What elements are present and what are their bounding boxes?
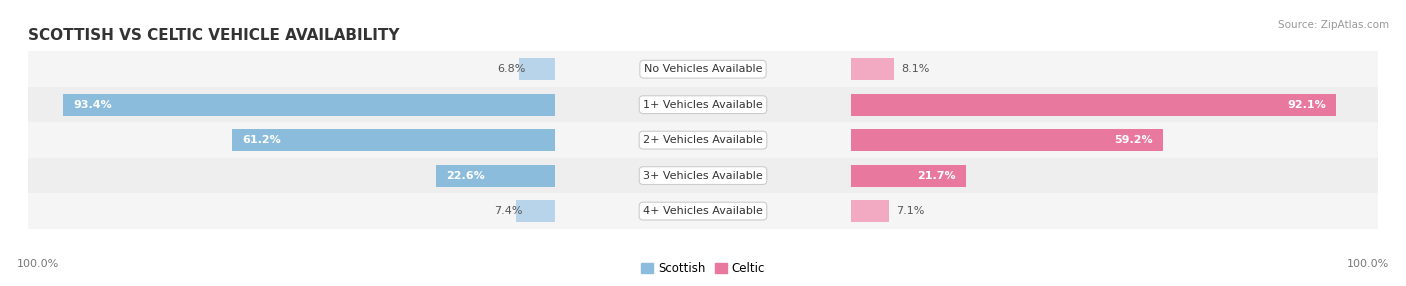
- Bar: [852, 94, 1336, 116]
- Text: Source: ZipAtlas.com: Source: ZipAtlas.com: [1278, 20, 1389, 30]
- Bar: [852, 58, 894, 80]
- Bar: [852, 129, 1163, 151]
- Text: 6.8%: 6.8%: [498, 64, 526, 74]
- Bar: [28, 122, 1378, 158]
- Bar: [436, 165, 554, 186]
- Text: 1+ Vehicles Available: 1+ Vehicles Available: [643, 100, 763, 110]
- Bar: [28, 193, 1378, 229]
- Text: 4+ Vehicles Available: 4+ Vehicles Available: [643, 206, 763, 216]
- Text: 21.7%: 21.7%: [917, 171, 956, 180]
- Text: No Vehicles Available: No Vehicles Available: [644, 64, 762, 74]
- Bar: [232, 129, 554, 151]
- Text: 22.6%: 22.6%: [446, 171, 485, 180]
- Text: 8.1%: 8.1%: [901, 64, 929, 74]
- Bar: [516, 200, 554, 222]
- Text: 3+ Vehicles Available: 3+ Vehicles Available: [643, 171, 763, 180]
- Bar: [852, 200, 889, 222]
- Bar: [519, 58, 554, 80]
- Text: 59.2%: 59.2%: [1115, 135, 1153, 145]
- Bar: [28, 51, 1378, 87]
- Text: 61.2%: 61.2%: [242, 135, 281, 145]
- Text: 93.4%: 93.4%: [73, 100, 111, 110]
- Text: 2+ Vehicles Available: 2+ Vehicles Available: [643, 135, 763, 145]
- Bar: [63, 94, 554, 116]
- Text: 92.1%: 92.1%: [1288, 100, 1326, 110]
- Text: 7.1%: 7.1%: [896, 206, 924, 216]
- Text: 100.0%: 100.0%: [17, 259, 59, 269]
- Text: 100.0%: 100.0%: [1347, 259, 1389, 269]
- Bar: [28, 158, 1378, 193]
- Text: SCOTTISH VS CELTIC VEHICLE AVAILABILITY: SCOTTISH VS CELTIC VEHICLE AVAILABILITY: [28, 28, 399, 43]
- Legend: Scottish, Celtic: Scottish, Celtic: [637, 257, 769, 280]
- Bar: [28, 87, 1378, 122]
- Bar: [852, 165, 966, 186]
- Text: 7.4%: 7.4%: [494, 206, 522, 216]
